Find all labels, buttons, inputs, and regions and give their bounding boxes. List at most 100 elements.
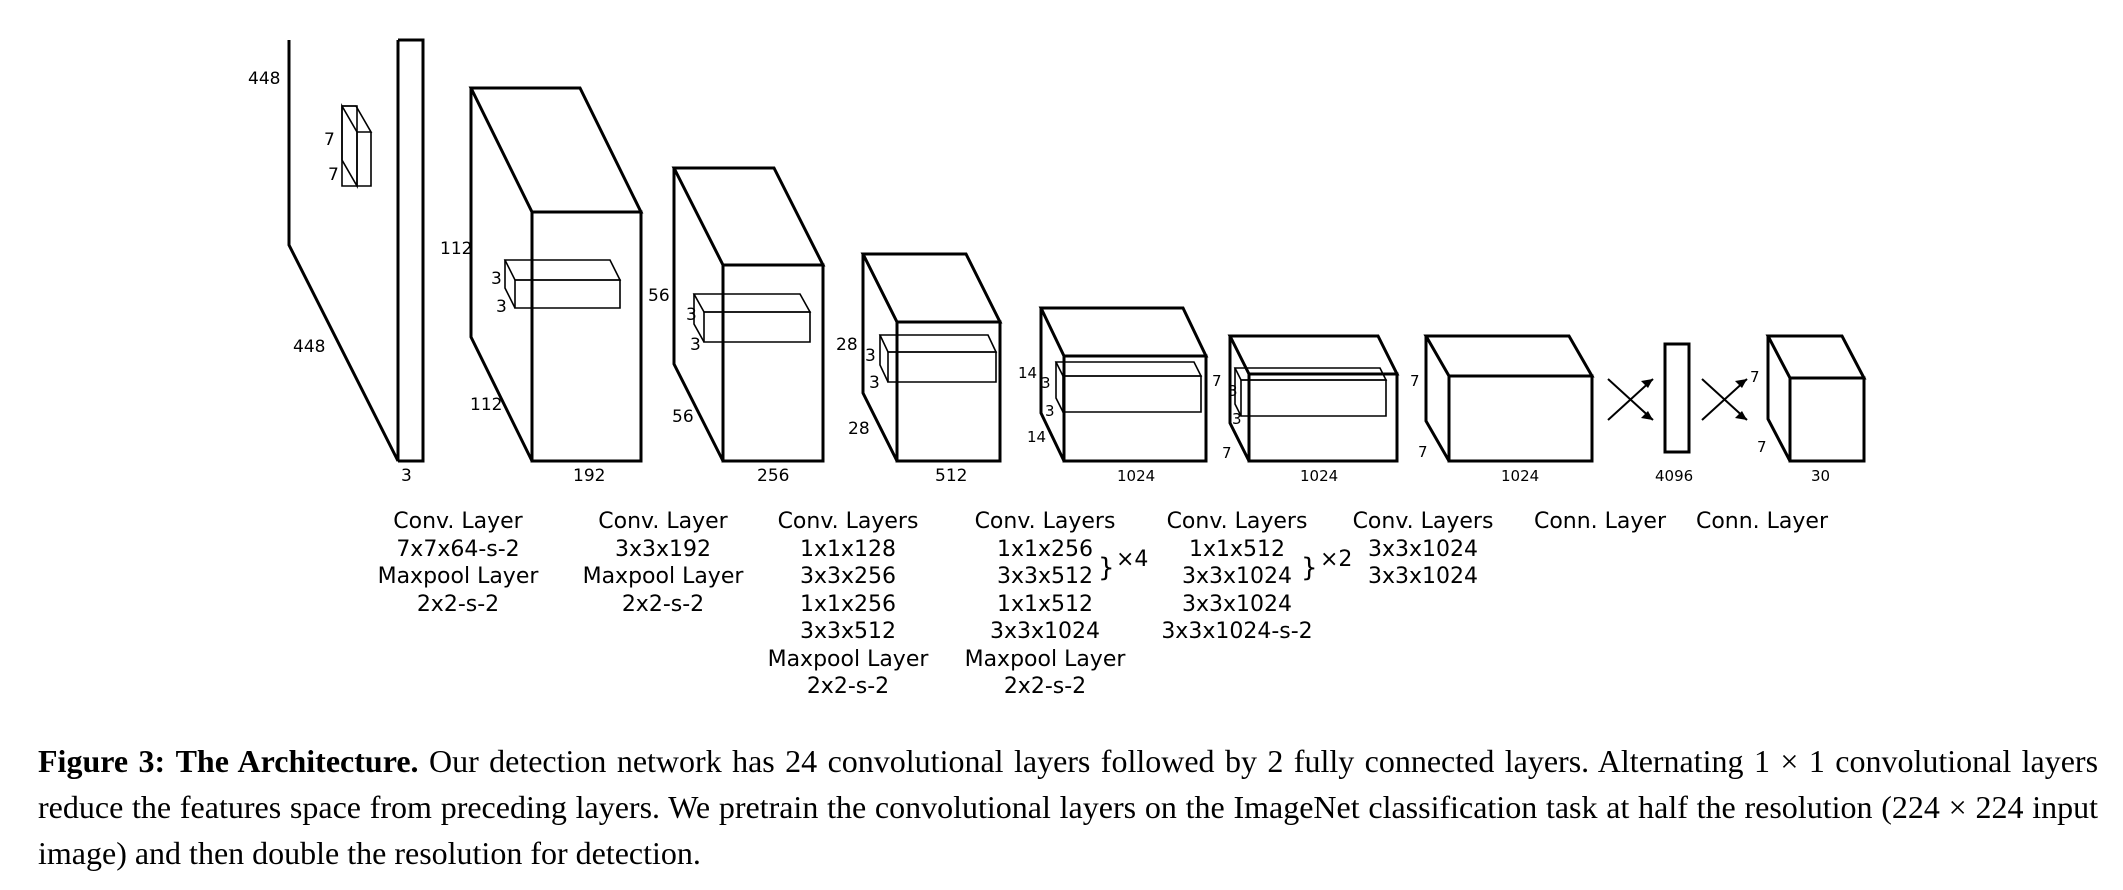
svg-text:Maxpool Layer: Maxpool Layer — [965, 647, 1127, 672]
kernel-label: 3 — [1045, 402, 1055, 420]
dim-label: 7 — [1212, 372, 1222, 390]
layer-label-1: Conv. Layer 7x7x64-s-2 Maxpool Layer 2x2… — [378, 509, 540, 617]
layer-label-2: Conv. Layer 3x3x192 Maxpool Layer 2x2-s-… — [583, 509, 745, 617]
input-volume — [287, 38, 425, 463]
layer-label-7: Conn. Layer — [1534, 509, 1667, 534]
volume-28x28x512 — [860, 252, 1003, 463]
svg-text:Conv. Layers: Conv. Layers — [975, 509, 1116, 534]
volume-14x14x1024 — [1038, 306, 1209, 463]
layer-label-5: Conv. Layers 1x1x512 3x3x1024 3x3x1024 3… — [1161, 509, 1312, 644]
dim-label: 1024 — [1501, 467, 1539, 485]
dim-label: 1024 — [1117, 467, 1155, 485]
dim-label: 1024 — [1300, 467, 1338, 485]
svg-text:2x2-s-2: 2x2-s-2 — [807, 674, 889, 699]
figure-caption: Figure 3: The Architecture. Our detectio… — [38, 738, 2098, 876]
svg-text:1x1x512: 1x1x512 — [997, 592, 1093, 617]
dim-label: 28 — [848, 419, 870, 439]
svg-text:3x3x256: 3x3x256 — [800, 564, 896, 589]
dim-label: 448 — [293, 337, 325, 357]
kernel-3x3-b3 — [692, 293, 812, 343]
dim-label: 56 — [648, 286, 670, 306]
dim-label: 512 — [935, 466, 967, 486]
svg-text:Conv. Layers: Conv. Layers — [1353, 509, 1494, 534]
kernel-label: 3 — [686, 305, 697, 325]
layer-label-3: Conv. Layers 1x1x128 3x3x256 1x1x256 3x3… — [768, 509, 930, 699]
svg-text:Conn. Layer: Conn. Layer — [1696, 509, 1829, 534]
dim-label: 4096 — [1655, 467, 1693, 485]
dim-label: 112 — [440, 239, 472, 259]
svg-text:Conv. Layer: Conv. Layer — [598, 509, 728, 534]
kernel-3x3-b6 — [1233, 367, 1388, 417]
full-connection-arrows — [1701, 378, 1748, 421]
kernel-label: 3 — [1232, 410, 1242, 428]
svg-text:3x3x1024: 3x3x1024 — [1182, 564, 1292, 589]
dim-label: 192 — [573, 466, 605, 486]
output-volume — [1765, 334, 1867, 463]
svg-text:3x3x1024: 3x3x1024 — [990, 619, 1100, 644]
kernel-3x3-b2 — [503, 259, 622, 309]
svg-text:3x3x1024-s-2: 3x3x1024-s-2 — [1161, 619, 1312, 644]
dim-label: 7 — [1418, 443, 1428, 461]
svg-text:1x1x256: 1x1x256 — [997, 537, 1093, 562]
full-connection-arrows — [1607, 378, 1654, 421]
repeat-count: ×2 — [1320, 547, 1352, 572]
svg-text:3x3x512: 3x3x512 — [997, 564, 1093, 589]
dim-label: 448 — [248, 69, 280, 89]
svg-text:3x3x192: 3x3x192 — [615, 537, 711, 562]
svg-text:3x3x1024: 3x3x1024 — [1368, 537, 1478, 562]
svg-text:2x2-s-2: 2x2-s-2 — [417, 592, 499, 617]
svg-text:3x3x1024: 3x3x1024 — [1182, 592, 1292, 617]
figure-label: Figure 3: — [38, 743, 166, 779]
svg-text:Conv. Layer: Conv. Layer — [393, 509, 523, 534]
vector-4096 — [1663, 342, 1691, 454]
kernel-label: 3 — [496, 297, 507, 317]
svg-text:1x1x128: 1x1x128 — [800, 537, 896, 562]
dim-label: 56 — [672, 407, 694, 427]
svg-text:Maxpool Layer: Maxpool Layer — [583, 564, 745, 589]
svg-text:2x2-s-2: 2x2-s-2 — [1004, 674, 1086, 699]
volume-7x7x1024 — [1423, 334, 1595, 463]
dim-label: 3 — [401, 466, 412, 486]
layer-label-4: Conv. Layers 1x1x256 3x3x512 1x1x512 3x3… — [965, 509, 1127, 699]
svg-text:Conn. Layer: Conn. Layer — [1534, 509, 1667, 534]
dim-label: 7 — [1750, 368, 1760, 386]
architecture-diagram: 448 448 3 7 7 112 112 192 3 3 56 56 256 … — [248, 38, 1867, 699]
kernel-3x3-b4 — [878, 334, 998, 383]
repeat-brace: } — [1301, 553, 1318, 583]
dim-label: 7 — [1222, 444, 1232, 462]
svg-text:1x1x256: 1x1x256 — [800, 592, 896, 617]
kernel-label: 3 — [1228, 382, 1238, 400]
svg-text:Maxpool Layer: Maxpool Layer — [768, 647, 930, 672]
caption-text: Our detection network has 24 convolution… — [38, 743, 2099, 871]
kernel-label: 3 — [869, 373, 880, 393]
dim-label: 112 — [470, 395, 502, 415]
volume-112x112x192 — [468, 86, 644, 463]
kernel-7x7 — [341, 103, 373, 189]
kernel-label: 3 — [690, 335, 701, 355]
svg-text:Maxpool Layer: Maxpool Layer — [378, 564, 540, 589]
dim-label: 14 — [1027, 428, 1046, 446]
svg-text:7x7x64-s-2: 7x7x64-s-2 — [396, 537, 519, 562]
svg-text:Conv. Layers: Conv. Layers — [1167, 509, 1308, 534]
repeat-brace: } — [1098, 553, 1115, 583]
dim-label: 256 — [757, 466, 789, 486]
kernel-3x3-b5 — [1054, 361, 1203, 413]
figure-title: The Architecture. — [175, 743, 419, 779]
dim-label: 7 — [1410, 372, 1420, 390]
volume-56x56x256 — [671, 166, 826, 463]
svg-text:Conv. Layers: Conv. Layers — [778, 509, 919, 534]
svg-text:1x1x512: 1x1x512 — [1189, 537, 1285, 562]
svg-text:3x3x1024: 3x3x1024 — [1368, 564, 1478, 589]
kernel-label: 3 — [1041, 374, 1051, 392]
kernel-label: 7 — [328, 165, 339, 185]
kernel-label: 7 — [324, 130, 335, 150]
kernel-label: 3 — [865, 346, 876, 366]
volume-7x7x1024-conv — [1227, 334, 1400, 463]
layer-label-8: Conn. Layer — [1696, 509, 1829, 534]
dim-label: 14 — [1018, 364, 1037, 382]
repeat-count: ×4 — [1116, 547, 1148, 572]
svg-text:2x2-s-2: 2x2-s-2 — [622, 592, 704, 617]
dim-label: 30 — [1811, 467, 1830, 485]
dim-label: 7 — [1757, 438, 1767, 456]
dim-label: 28 — [836, 335, 858, 355]
